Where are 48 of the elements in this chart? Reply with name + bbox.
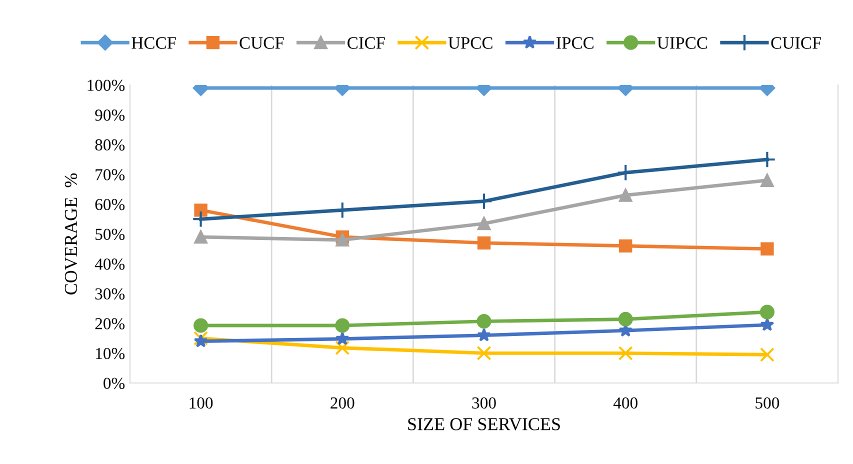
point <box>335 318 350 333</box>
y-tick-label: 50% <box>96 228 125 240</box>
point <box>476 346 492 360</box>
legend-label: CUICF <box>771 37 822 49</box>
x-tick-label: 400 <box>613 397 638 409</box>
point <box>477 216 491 230</box>
point <box>476 314 492 329</box>
point <box>616 164 634 182</box>
point <box>619 188 632 202</box>
point <box>194 204 208 217</box>
point <box>192 210 210 228</box>
y-axis-title: COVERAGE % <box>64 173 78 294</box>
x-tick-label: 300 <box>472 397 496 409</box>
point <box>335 340 350 356</box>
y-tick-label: 70% <box>96 169 125 180</box>
y-tick-label: 20% <box>95 318 125 330</box>
point <box>618 312 633 327</box>
legend-label: UIPCC <box>657 37 708 49</box>
point <box>760 347 774 362</box>
y-tick-label: 0% <box>104 378 125 389</box>
y-tick-label: 100% <box>88 80 125 91</box>
point <box>477 236 491 250</box>
point <box>194 318 208 333</box>
legend-label: HCCF <box>132 37 176 49</box>
point <box>760 318 774 331</box>
y-tick-label: 10% <box>96 348 125 360</box>
y-tick-label: 30% <box>95 288 125 300</box>
point <box>618 346 633 360</box>
legend-label: IPCC <box>556 37 594 49</box>
point <box>760 174 774 187</box>
x-tick-label: 200 <box>330 397 354 409</box>
point <box>194 230 208 244</box>
legend-label: CUCF <box>240 37 284 49</box>
x-axis-title: SIZE OF SERVICES <box>408 418 560 430</box>
y-tick-label: 80% <box>95 139 125 151</box>
x-tick-label: 500 <box>756 397 780 409</box>
legend-label: CICF <box>348 37 385 49</box>
point <box>619 239 632 253</box>
point <box>336 233 349 247</box>
point <box>760 304 774 320</box>
point <box>760 242 774 256</box>
point <box>335 332 350 345</box>
x-tick-label: 100 <box>190 397 213 409</box>
legend-label: UPCC <box>448 37 492 49</box>
y-tick-label: 40% <box>94 258 125 270</box>
y-tick-label: 60% <box>95 198 125 210</box>
y-tick-label: 90% <box>95 110 125 121</box>
point <box>477 328 491 342</box>
